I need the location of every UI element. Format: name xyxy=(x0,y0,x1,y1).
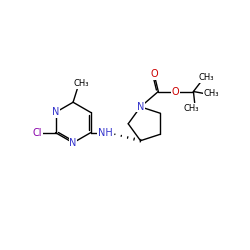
Text: N: N xyxy=(70,138,77,148)
Text: N: N xyxy=(52,108,59,118)
Text: O: O xyxy=(172,86,179,97)
Text: CH₃: CH₃ xyxy=(184,104,200,113)
Text: N: N xyxy=(137,102,144,112)
Text: CH₃: CH₃ xyxy=(198,73,214,82)
Text: CH₃: CH₃ xyxy=(74,80,89,88)
Text: O: O xyxy=(151,69,158,79)
Text: Cl: Cl xyxy=(33,128,42,138)
Text: NH: NH xyxy=(98,128,112,138)
Text: CH₃: CH₃ xyxy=(203,89,219,98)
